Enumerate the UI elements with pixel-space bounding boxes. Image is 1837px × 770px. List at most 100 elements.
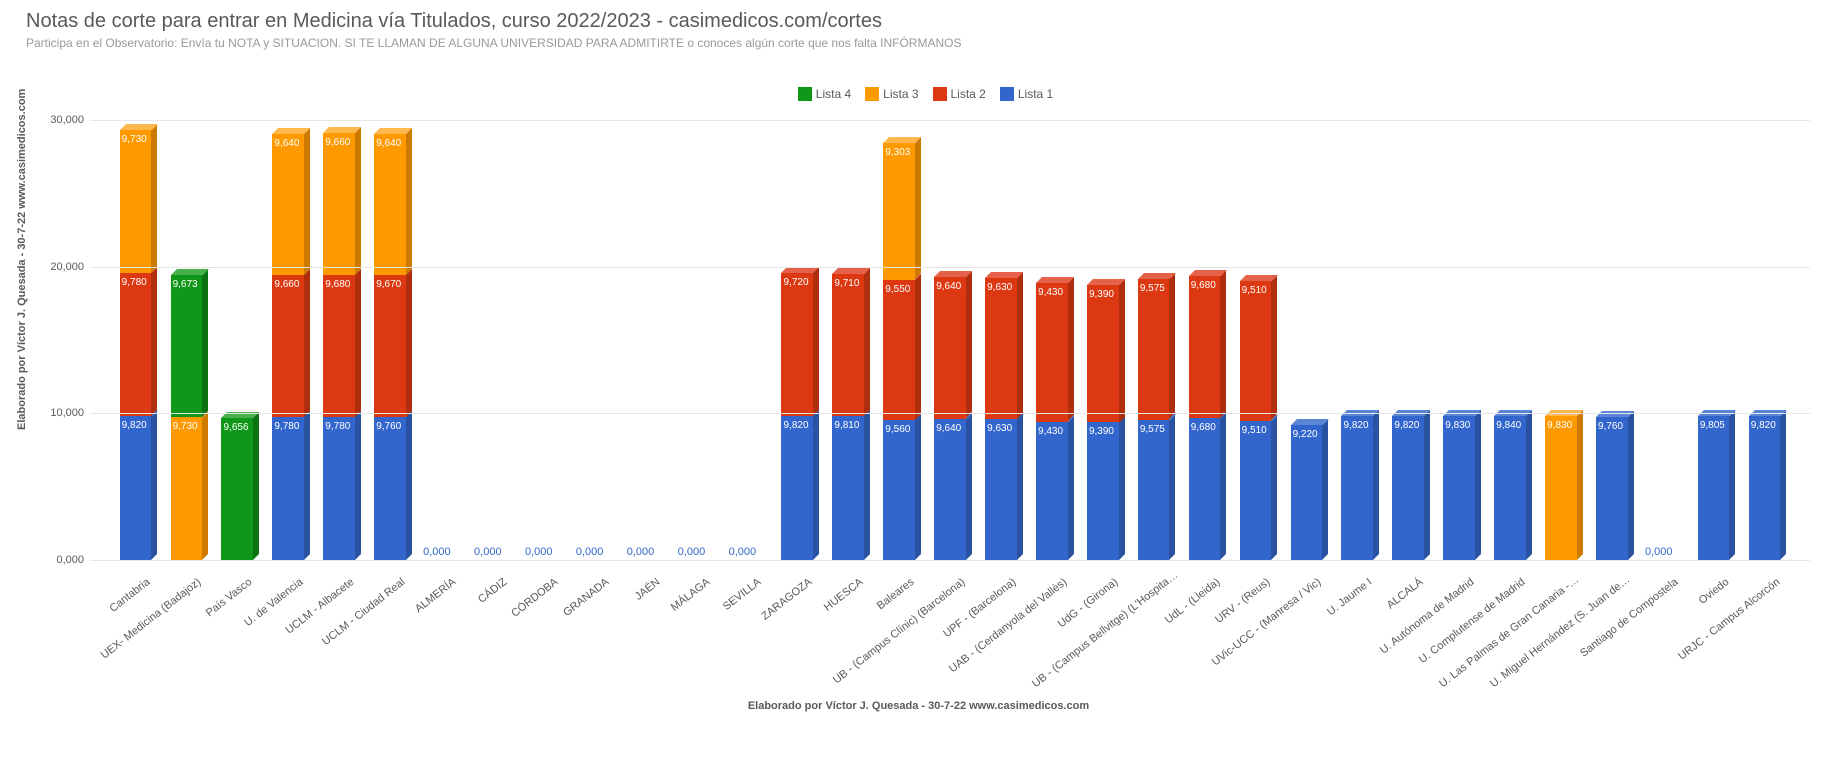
bar-segment: 9,730: [120, 130, 152, 273]
bar-segment: 9,820: [1341, 416, 1373, 560]
bar-value-label: 9,810: [834, 420, 859, 431]
plot-area: 9,820 9,780 9,730 9,730 9,673 9,656 9,780 9,660…: [90, 120, 1810, 560]
bar-segment: 9,820: [1392, 416, 1424, 560]
bar-value-label: 9,680: [1191, 280, 1216, 291]
bar-segment: 9,510: [1240, 421, 1272, 560]
bar-segment: 9,840: [1494, 416, 1526, 560]
gridline: [90, 413, 1810, 414]
bar-value-label: 9,510: [1242, 285, 1267, 296]
bar-segment: 9,575: [1138, 420, 1170, 560]
bar-segment: 9,550: [883, 280, 915, 420]
bar-value-label: 9,820: [1394, 420, 1419, 431]
zero-label: 0,000: [525, 546, 553, 558]
bar-value-label: 9,640: [936, 423, 961, 434]
bar-value-label: 9,840: [1496, 420, 1521, 431]
bar-segment: 9,303: [883, 143, 915, 279]
bar-segment: 9,830: [1443, 416, 1475, 560]
bar-value-label: 9,760: [376, 421, 401, 432]
bar-value-label: 9,805: [1700, 420, 1725, 431]
bar-value-label: 9,303: [885, 147, 910, 158]
legend: Lista 4Lista 3Lista 2Lista 1: [0, 86, 1837, 101]
bar-value-label: 9,730: [173, 421, 198, 432]
bar-value-label: 9,830: [1445, 420, 1470, 431]
bar-segment: 9,220: [1291, 425, 1323, 560]
legend-swatch: [933, 87, 947, 101]
bar-value-label: 9,820: [783, 420, 808, 431]
bar-segment: 9,656: [221, 418, 253, 560]
bar-value-label: 9,575: [1140, 424, 1165, 435]
y-tick-label: 0,000: [40, 554, 84, 566]
gridline: [90, 267, 1810, 268]
bar-segment: 9,830: [1545, 416, 1577, 560]
bar-segment: 9,710: [832, 274, 864, 416]
bar-segment: 9,390: [1087, 285, 1119, 423]
bar-value-label: 9,640: [376, 138, 401, 149]
bar-value-label: 9,780: [122, 277, 147, 288]
bar-segment: 9,640: [374, 134, 406, 275]
legend-swatch: [798, 87, 812, 101]
y-axis-label: Elaborado por Víctor J. Quesada - 30-7-2…: [16, 89, 28, 430]
bar-value-label: 9,830: [1547, 420, 1572, 431]
bar-segment: 9,680: [323, 275, 355, 417]
bar-segment: 9,805: [1698, 416, 1730, 560]
y-tick-label: 30,000: [40, 114, 84, 126]
bar-value-label: 9,680: [325, 279, 350, 290]
bar-value-label: 9,680: [1191, 422, 1216, 433]
footer-credit: Elaborado por Víctor J. Quesada - 30-7-2…: [0, 700, 1837, 712]
bar-segment: 9,760: [374, 417, 406, 560]
y-tick-label: 10,000: [40, 407, 84, 419]
bar-value-label: 9,780: [325, 421, 350, 432]
bar-segment: 9,780: [272, 417, 304, 560]
bar-segment: 9,820: [1749, 416, 1781, 560]
zero-label: 0,000: [576, 546, 604, 558]
bar-value-label: 9,430: [1038, 426, 1063, 437]
zero-label: 0,000: [678, 546, 706, 558]
bar-value-label: 9,640: [936, 281, 961, 292]
bar-value-label: 9,630: [987, 282, 1012, 293]
bar-segment: 9,660: [323, 133, 355, 275]
bars-container: 9,820 9,780 9,730 9,730 9,673 9,656 9,780 9,660…: [110, 120, 1790, 560]
bar-segment: 9,575: [1138, 279, 1170, 419]
bar-segment: 9,780: [323, 417, 355, 560]
bar-segment: 9,760: [1596, 417, 1628, 560]
bar-segment: 9,720: [781, 273, 813, 416]
bar-segment: 9,560: [883, 420, 915, 560]
bar-segment: 9,780: [120, 273, 152, 416]
gridline: [90, 560, 1810, 561]
bar-value-label: 9,670: [376, 279, 401, 290]
legend-label: Lista 3: [883, 87, 918, 101]
bar-segment: 9,640: [934, 419, 966, 560]
zero-label: 0,000: [1645, 546, 1673, 558]
zero-label: 0,000: [627, 546, 655, 558]
bar-value-label: 9,630: [987, 423, 1012, 434]
bar-value-label: 9,720: [783, 277, 808, 288]
bar-value-label: 9,575: [1140, 283, 1165, 294]
gridline: [90, 120, 1810, 121]
bar-value-label: 9,760: [1598, 421, 1623, 432]
legend-label: Lista 1: [1018, 87, 1053, 101]
bar-segment: 9,640: [272, 134, 304, 275]
chart-title: Notas de corte para entrar en Medicina v…: [26, 10, 882, 33]
bar-value-label: 9,673: [173, 279, 198, 290]
bar-segment: 9,630: [985, 278, 1017, 419]
bar-value-label: 9,656: [223, 422, 248, 433]
bar-value-label: 9,560: [885, 424, 910, 435]
bar-value-label: 9,730: [122, 134, 147, 145]
bar-value-label: 9,390: [1089, 426, 1114, 437]
bar-segment: 9,390: [1087, 422, 1119, 560]
bar-value-label: 9,220: [1293, 429, 1318, 440]
legend-label: Lista 2: [951, 87, 986, 101]
bar-segment: 9,680: [1189, 276, 1221, 418]
bar-value-label: 9,660: [325, 137, 350, 148]
bar-segment: 9,660: [272, 275, 304, 417]
y-tick-label: 20,000: [40, 261, 84, 273]
chart-subtitle: Participa en el Observatorio: Envía tu N…: [26, 36, 961, 50]
bar-value-label: 9,430: [1038, 287, 1063, 298]
bar-segment: 9,730: [171, 417, 203, 560]
bar-segment: 9,673: [171, 275, 203, 417]
zero-label: 0,000: [423, 546, 451, 558]
bar-value-label: 9,780: [274, 421, 299, 432]
bar-segment: 9,820: [120, 416, 152, 560]
bar-segment: 9,820: [781, 416, 813, 560]
bar-value-label: 9,390: [1089, 289, 1114, 300]
